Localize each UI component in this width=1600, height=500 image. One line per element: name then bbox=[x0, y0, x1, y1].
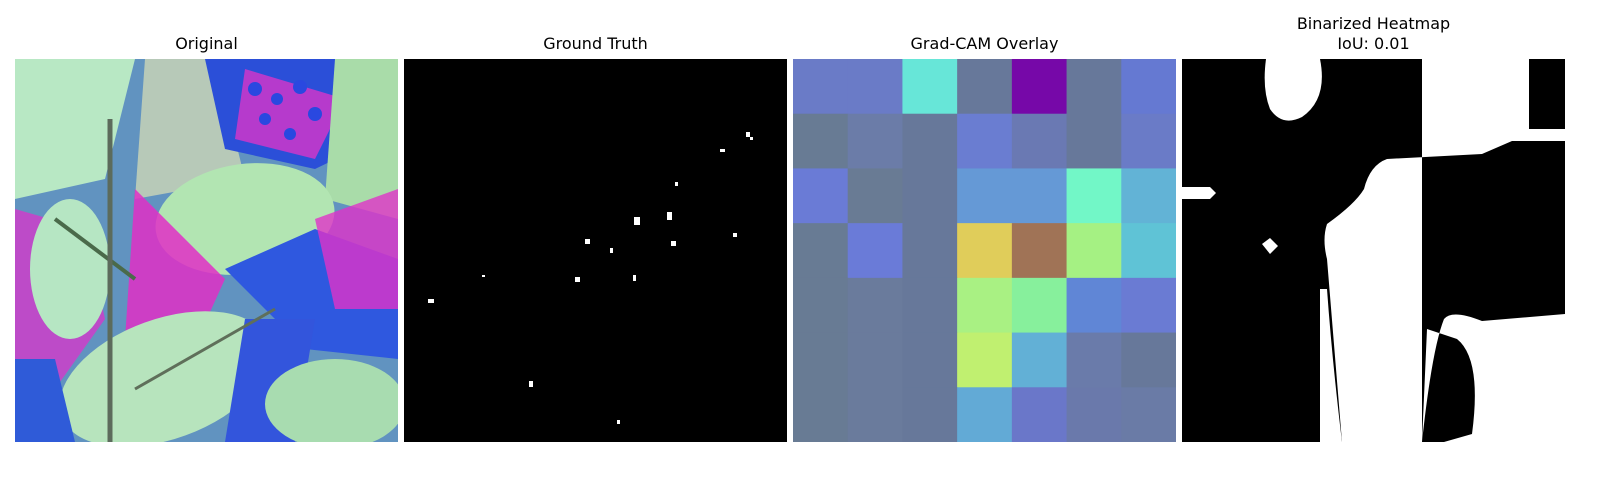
binarized-heatmap bbox=[1182, 59, 1565, 442]
heatmap-cell bbox=[1121, 332, 1176, 388]
original-title: Original bbox=[175, 34, 238, 53]
gradcam-title: Grad-CAM Overlay bbox=[910, 34, 1059, 53]
heatmap-cell bbox=[847, 59, 903, 115]
heatmap-cell bbox=[793, 223, 849, 279]
heatmap-cell bbox=[957, 223, 1013, 279]
heatmap-cell bbox=[957, 113, 1013, 169]
heatmap-cell bbox=[957, 277, 1013, 334]
heatmap-cell bbox=[793, 387, 849, 442]
heatmap-cell bbox=[902, 387, 958, 442]
ground-truth-title: Ground Truth bbox=[543, 34, 648, 53]
heatmap-cell bbox=[902, 59, 958, 115]
heatmap-cell bbox=[847, 387, 903, 442]
heatmap-cell bbox=[1121, 168, 1176, 224]
heatmap-cell bbox=[1121, 223, 1176, 279]
heatmap-cell bbox=[1121, 59, 1176, 115]
original-image bbox=[15, 59, 398, 442]
heatmap-cell bbox=[793, 59, 849, 115]
heatmap-cell bbox=[1066, 332, 1122, 388]
ground-truth-mask bbox=[404, 59, 787, 442]
heatmap-cell bbox=[1066, 168, 1122, 224]
heatmap-cell bbox=[1066, 113, 1122, 169]
heatmap-cell bbox=[847, 113, 903, 169]
heatmap-cell bbox=[793, 277, 849, 334]
heatmap-cell bbox=[957, 168, 1013, 224]
heatmap-cell bbox=[902, 277, 958, 334]
heatmap-cell bbox=[1011, 277, 1068, 334]
heatmap-cell bbox=[1011, 332, 1068, 388]
heatmap-cell bbox=[793, 332, 849, 388]
heatmap-cell bbox=[957, 332, 1013, 388]
heatmap-cell bbox=[957, 387, 1013, 442]
heatmap-cell bbox=[847, 332, 903, 388]
heatmap-cell bbox=[847, 223, 903, 279]
heatmap-cell bbox=[1011, 113, 1068, 169]
binarized-title: Binarized Heatmap bbox=[1296, 14, 1451, 33]
heatmap-cell bbox=[1066, 277, 1122, 334]
heatmap-cell bbox=[1011, 168, 1068, 224]
heatmap-cell bbox=[1121, 387, 1176, 442]
heatmap-cell bbox=[1011, 223, 1068, 279]
heatmap-cell bbox=[902, 168, 958, 224]
heatmap-cell bbox=[902, 113, 958, 169]
heatmap-cell bbox=[1066, 223, 1122, 279]
heatmap-cell bbox=[1121, 113, 1176, 169]
heatmap-cell bbox=[1011, 387, 1068, 442]
heatmap-cell bbox=[902, 332, 958, 388]
gradcam-overlay bbox=[793, 59, 1176, 442]
heatmap-cell bbox=[847, 277, 903, 334]
heatmap-cell bbox=[793, 113, 849, 169]
heatmap-cell bbox=[1121, 277, 1176, 334]
heatmap-cell bbox=[957, 59, 1013, 115]
iou-subtitle: IoU: 0.01 bbox=[1337, 34, 1410, 53]
heatmap-cell bbox=[902, 223, 958, 279]
heatmap-cell bbox=[1066, 387, 1122, 442]
heatmap-cell bbox=[847, 168, 903, 224]
heatmap-cell bbox=[1011, 59, 1068, 115]
heatmap-cell bbox=[793, 168, 849, 224]
heatmap-cell bbox=[1066, 59, 1122, 115]
